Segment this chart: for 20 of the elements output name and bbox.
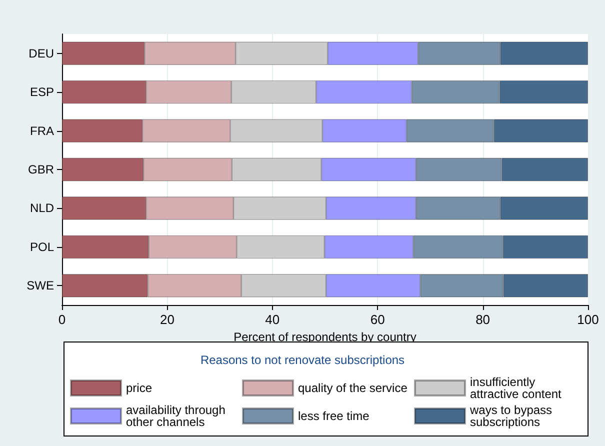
y-tick-label: POL (30, 240, 54, 254)
y-tick-label: GBR (28, 162, 54, 176)
legend-label: quality of the service (298, 381, 408, 395)
x-tick-label: 60 (370, 312, 385, 327)
legend-label: insufficiently attractive content (470, 375, 562, 401)
y-tick-label: FRA (30, 124, 54, 138)
x-tick-label: 20 (160, 312, 174, 327)
legend-label: less free time (298, 409, 370, 423)
y-tick-label: ESP (30, 85, 54, 100)
y-tick-label: NLD (30, 201, 54, 216)
legend-title: Reasons to not renovate subscriptions (200, 353, 405, 367)
legend-label: price (126, 381, 152, 395)
legend-label: ways to bypass subscriptions (469, 403, 556, 429)
x-tick-label: 80 (476, 312, 490, 327)
x-tick-label: 0 (58, 312, 66, 327)
legend-label: availability through other channels (126, 403, 229, 429)
x-tick-label: 40 (265, 312, 280, 327)
y-tick-label: DEU (28, 46, 54, 60)
x-tick-label: 100 (577, 312, 599, 327)
y-tick-label: SWE (26, 278, 54, 293)
